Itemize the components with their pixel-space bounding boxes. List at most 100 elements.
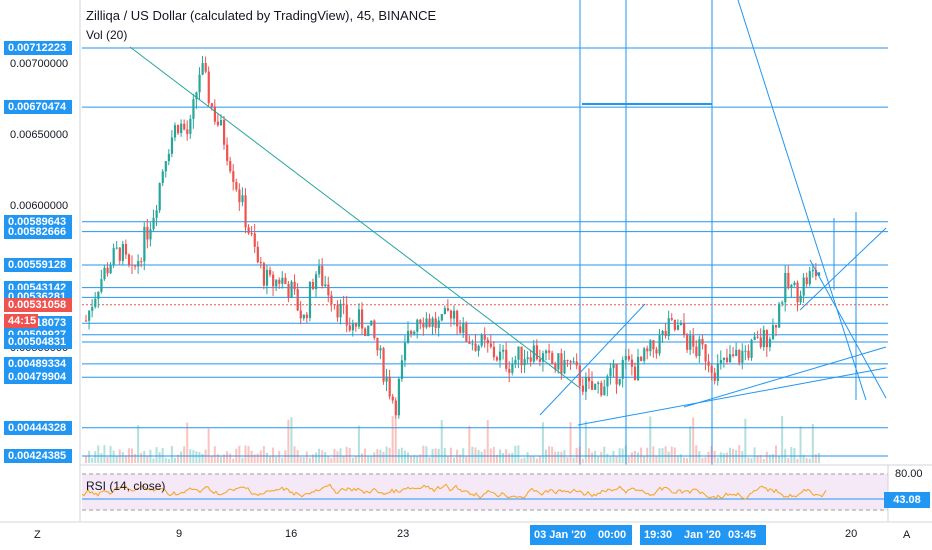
volume-bar-174	[618, 448, 621, 463]
volume-bar-178	[630, 452, 633, 463]
candle-body-233	[799, 295, 802, 303]
trend-line-4	[799, 227, 887, 311]
candle-body-129	[480, 334, 483, 346]
candle-body-109	[419, 319, 422, 324]
candle-body-230	[790, 285, 793, 288]
candle-body-182	[643, 348, 646, 361]
volume-bar-37	[198, 451, 201, 463]
candle-body-28	[170, 137, 174, 154]
candle-body-65	[284, 277, 287, 285]
candle-body-227	[781, 302, 784, 304]
candle-body-14	[127, 254, 131, 265]
candle-body-42	[213, 106, 216, 122]
candle-body-23	[155, 210, 158, 218]
candle-body-149	[541, 353, 545, 362]
candle-body-96	[379, 348, 382, 351]
candle-body-120	[453, 310, 456, 319]
volume-bar-191	[670, 446, 673, 463]
candle-body-189	[664, 330, 667, 337]
price-tag-7: 0.00531058	[4, 297, 72, 312]
candle-body-132	[489, 343, 492, 347]
volume-bar-197	[689, 426, 692, 463]
candle-body-16	[134, 265, 137, 267]
volume-bar-90	[361, 453, 363, 463]
candle-body-229	[787, 272, 790, 288]
volume-bar-56	[256, 453, 259, 463]
volume-bar-122	[459, 454, 462, 463]
volume-bar-25	[161, 447, 164, 463]
candle-body-185	[652, 340, 655, 350]
x-tick-23: 23	[397, 528, 410, 540]
volume-bar-43	[216, 454, 219, 463]
zoom-button[interactable]: Z	[34, 529, 41, 541]
candle-body-154	[557, 353, 560, 370]
candle-body-75	[315, 274, 318, 289]
volume-bar-38	[201, 453, 204, 463]
candle-body-151	[548, 350, 551, 353]
candle-body-71	[302, 314, 305, 319]
candle-body-118	[446, 308, 450, 311]
horizontal-lines	[82, 47, 888, 457]
candle-body-59	[265, 269, 269, 286]
volume-bar-106	[410, 455, 413, 463]
volume-bar-36	[195, 451, 198, 463]
trend-line-down	[129, 46, 581, 389]
volume-bar-161	[578, 446, 581, 463]
candle-body-238	[814, 269, 818, 276]
volume-bar-208	[722, 453, 725, 463]
y-tick-2: 0.00600000	[10, 200, 69, 213]
volume-bar-21	[149, 449, 152, 463]
volume-bar-58	[262, 446, 265, 463]
volume-bar-170	[606, 453, 609, 463]
rsi-label: RSI (14, close)	[86, 479, 166, 493]
volume-bar-97	[382, 451, 385, 463]
volume-bar-109	[419, 454, 422, 463]
y-tick-0: 0.00700000	[10, 58, 69, 71]
candle-body-127	[474, 343, 477, 351]
candle-body-64	[281, 277, 284, 284]
volume-bar-0	[85, 455, 87, 463]
volume-bar-18	[140, 452, 143, 463]
volume-bar-136	[502, 453, 505, 463]
candle-body-236	[808, 271, 811, 285]
candle-body-119	[449, 310, 453, 319]
volume-bar-4	[97, 445, 100, 463]
rsi-upper-label: 80.00	[895, 468, 923, 480]
candle-body-45	[223, 119, 226, 145]
candle-body-19	[143, 226, 146, 262]
candle-body-11	[118, 247, 121, 261]
candle-body-123	[462, 322, 465, 333]
volume-bar-199	[695, 445, 698, 463]
candle-body-239	[817, 272, 821, 276]
candle-body-99	[388, 376, 391, 397]
candle-body-18	[140, 261, 143, 263]
volume-bar-99	[388, 447, 391, 463]
volume-bar-30	[177, 454, 179, 463]
volume-bar-232	[796, 458, 799, 463]
volume-bar-233	[799, 426, 802, 463]
volume-bar-104	[403, 450, 406, 463]
candle-body-163	[584, 377, 588, 392]
auto-scale-button[interactable]: A	[903, 529, 911, 541]
volume-bar-130	[483, 449, 486, 463]
volume-bar-180	[637, 452, 639, 463]
candle-body-32	[183, 123, 186, 130]
volume-bar-155	[560, 451, 563, 463]
volume-bar-238	[814, 454, 817, 463]
candle-body-216	[747, 350, 750, 358]
trend-line-1	[539, 303, 646, 416]
volume-bar-6	[103, 445, 106, 463]
volume-bar-129	[480, 451, 483, 463]
candle-body-192	[673, 319, 676, 330]
volume-bar-177	[627, 456, 630, 463]
volume-bar-51	[241, 457, 244, 463]
candle-body-81	[333, 304, 336, 306]
candle-body-22	[152, 217, 155, 230]
volume-bar-220	[759, 455, 762, 463]
price-tag-4: 0.00559128	[4, 258, 72, 272]
volume-bar-164	[587, 448, 590, 463]
volume-bar-7	[106, 456, 109, 463]
volume-bar-128	[477, 450, 480, 463]
volume-bar-64	[281, 457, 284, 463]
